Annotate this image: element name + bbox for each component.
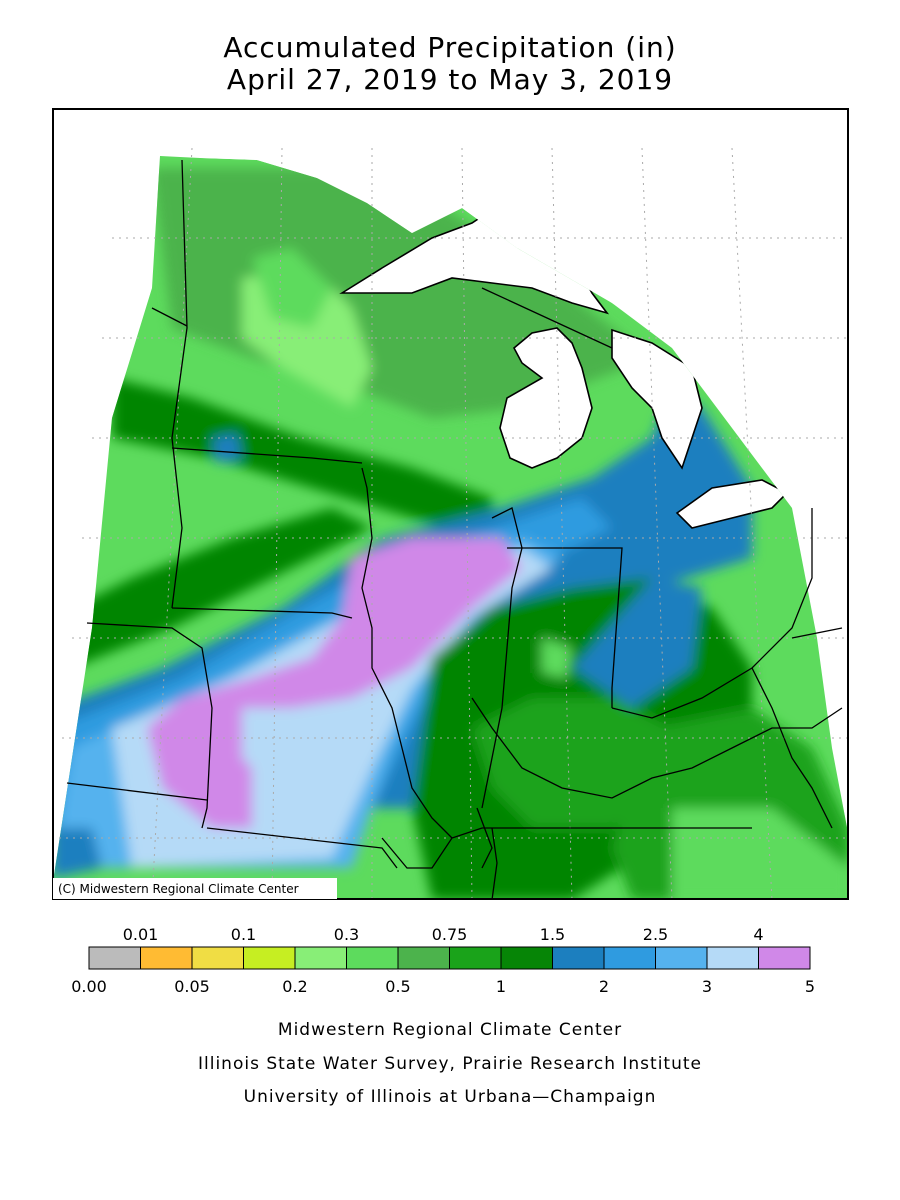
state-borders	[66, 159, 843, 900]
credit-university: University of Illinois at Urbana—Champai…	[243, 1087, 657, 1107]
legend-swatch	[88, 946, 141, 970]
legend-top-label: 0.75	[432, 925, 468, 944]
credit-survey: Illinois State Water Survey, Prairie Res…	[198, 1054, 702, 1074]
legend-top-label: 2.5	[643, 925, 668, 944]
legend-bottom-label: 3	[702, 977, 712, 996]
legend-bottom-label: 5	[805, 977, 815, 996]
legend-swatch	[552, 946, 605, 970]
legend-bottom-label: 0.5	[385, 977, 410, 996]
legend-top-label: 0.01	[123, 925, 159, 944]
legend-swatch	[243, 946, 296, 970]
legend-bottom-label: 0.00	[71, 977, 107, 996]
legend-bottom-label: 2	[599, 977, 609, 996]
legend-bottom-labels: 0.00 0.05 0.2 0.5 1 2 3 5	[71, 977, 815, 996]
legend-swatch	[449, 946, 502, 970]
copyright-box: (C) Midwestern Regional Climate Center	[53, 878, 337, 899]
map-title: Accumulated Precipitation (in)	[223, 31, 677, 64]
legend-top-labels: 0.01 0.1 0.3 0.75 1.5 2.5 4	[123, 925, 764, 944]
precipitation-field	[52, 156, 849, 900]
legend-swatch	[191, 946, 244, 970]
legend-swatch	[397, 946, 450, 970]
legend-swatches	[88, 946, 811, 970]
legend-top-label: 1.5	[540, 925, 565, 944]
legend-bottom-label: 0.2	[282, 977, 307, 996]
legend-swatch	[655, 946, 708, 970]
legend-swatch	[758, 946, 811, 970]
legend-bottom-label: 0.05	[174, 977, 210, 996]
credit-center: Midwestern Regional Climate Center	[277, 1020, 623, 1040]
legend-swatch	[140, 946, 193, 970]
legend-swatch	[603, 946, 656, 970]
precipitation-legend: 0.01 0.1 0.3 0.75 1.5 2.5 4 0.00 0.05 0.2 0.5 1 2 3 5	[71, 925, 815, 996]
legend-swatch	[706, 946, 759, 970]
legend-swatch	[294, 946, 347, 970]
legend-top-label: 0.1	[231, 925, 256, 944]
legend-top-label: 4	[753, 925, 763, 944]
map-frame	[52, 108, 849, 900]
legend-swatch	[500, 946, 553, 970]
precipitation-map: (C) Midwestern Regional Climate Center	[52, 108, 849, 900]
lat-lon-grid	[52, 147, 849, 900]
legend-bottom-label: 1	[496, 977, 506, 996]
legend-swatch	[346, 946, 399, 970]
map-date-range: April 27, 2019 to May 3, 2019	[226, 63, 674, 96]
copyright-text: (C) Midwestern Regional Climate Center	[58, 882, 299, 896]
legend-top-label: 0.3	[334, 925, 359, 944]
